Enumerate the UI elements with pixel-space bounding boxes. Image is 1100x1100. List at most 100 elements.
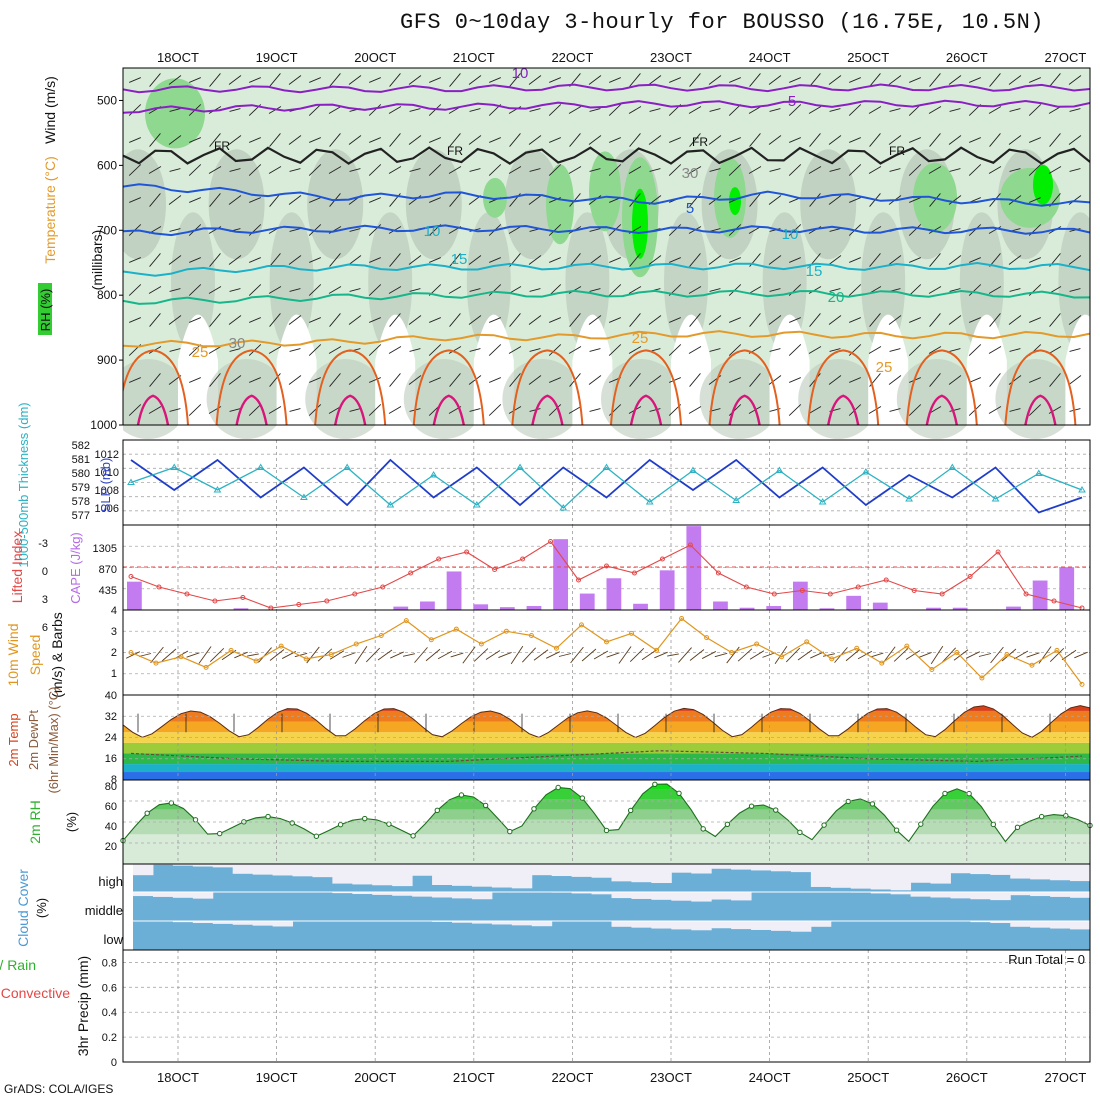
- rh2m-marker: [773, 807, 779, 813]
- rh-legend-swatch: [38, 283, 52, 335]
- rh-gray-patch: [208, 149, 265, 260]
- wind-barb: [388, 406, 402, 414]
- li-marker: [128, 574, 134, 579]
- wind-barb: [588, 75, 602, 85]
- wind-barb: [808, 166, 822, 174]
- wind-barb: [468, 315, 482, 325]
- date-label-bottom: 27OCT: [1044, 1070, 1086, 1085]
- wind-barb: [349, 288, 361, 292]
- li-line: [130, 540, 1083, 609]
- cloud-gap: [671, 892, 692, 901]
- wind-barb: [402, 653, 416, 657]
- wind-barb: [229, 408, 241, 412]
- wind-speed-marker: [153, 660, 159, 666]
- wind-barb: [797, 649, 813, 661]
- wind-speed-marker: [128, 650, 134, 655]
- wind-barb: [989, 133, 1001, 147]
- li-tick-label: 6: [42, 622, 48, 634]
- wind-barb: [829, 228, 841, 232]
- dewpoint-line: [130, 750, 1083, 763]
- cloud-gap: [412, 864, 433, 876]
- rh2m-marker: [724, 821, 731, 827]
- date-label-top: 20OCT: [354, 50, 396, 65]
- wind-barb: [988, 346, 1002, 354]
- thickness-tick-label: 580: [72, 468, 90, 480]
- wind-barb: [648, 255, 662, 265]
- wind-barb: [989, 73, 1001, 87]
- wind-barb: [688, 166, 702, 174]
- wind-barb: [329, 313, 341, 327]
- cape-bar: [446, 571, 462, 610]
- wind-barb: [169, 348, 181, 352]
- temperature-contours: [123, 83, 1090, 426]
- cloud-gap: [212, 921, 234, 924]
- cloud-gap: [611, 921, 632, 927]
- rh-gray-patch: [959, 212, 1004, 353]
- cape-bar: [1059, 567, 1075, 610]
- wind-barb: [942, 647, 956, 663]
- rh2m-marker: [144, 810, 150, 816]
- wind-barb: [1009, 288, 1021, 292]
- li-marker: [771, 591, 777, 597]
- wind-barb: [667, 653, 679, 657]
- wind-barb: [533, 649, 549, 661]
- wind-speed-marker: [528, 633, 534, 638]
- wind-barb: [749, 650, 765, 660]
- wind-barb: [429, 377, 441, 383]
- rh2m-marker: [918, 821, 924, 827]
- wind-barb: [608, 284, 622, 296]
- cloud-gap: [133, 864, 154, 876]
- wind-speed-marker: [654, 647, 660, 653]
- wind-barb: [388, 106, 402, 114]
- wind-barb: [188, 164, 202, 176]
- wind-barb: [989, 313, 1001, 327]
- wind-barb: [269, 193, 281, 207]
- wind-barb: [249, 137, 261, 143]
- wind-barb: [762, 652, 776, 658]
- rh-saturated-patch: [1033, 164, 1053, 205]
- thickness-marker: [602, 463, 611, 470]
- wind-barb: [469, 168, 481, 172]
- temp-tick-label: 40: [105, 690, 117, 702]
- rh-gray-patch: [171, 212, 215, 353]
- wind-barb: [908, 404, 922, 416]
- wind-barb: [348, 255, 362, 265]
- wind-barb: [928, 166, 942, 174]
- wind-barb: [186, 652, 200, 658]
- wind-barb: [288, 315, 302, 325]
- precip-tick-label: 0.6: [102, 982, 117, 994]
- ylabel-lifted-index: Lifted Index: [9, 531, 25, 603]
- wind-barb: [488, 164, 502, 176]
- wind-barb: [828, 135, 842, 145]
- rh2m-marker: [942, 790, 948, 797]
- wind-barb: [810, 651, 824, 659]
- wind-barb: [328, 106, 342, 114]
- wind-barb: [389, 373, 401, 387]
- wind-barb: [649, 408, 661, 412]
- wind-barb: [988, 226, 1002, 234]
- wind-barb: [1026, 652, 1040, 658]
- contour-loop-35: [1024, 394, 1057, 426]
- wind-barb: [429, 317, 441, 323]
- wind-barb: [489, 377, 501, 383]
- wind-barb: [629, 73, 641, 87]
- wind-barb: [928, 286, 942, 294]
- cloud-gap: [571, 892, 593, 894]
- wind-barb: [329, 253, 341, 267]
- wind-barb: [342, 652, 356, 658]
- rh2m-marker: [192, 817, 199, 823]
- cloud-gap: [990, 864, 1011, 875]
- wind-barb: [689, 649, 705, 661]
- wind-barb: [870, 652, 884, 658]
- wind-barb: [689, 373, 701, 387]
- cloud-gap: [511, 921, 533, 926]
- cape-bar: [792, 581, 808, 610]
- wind-barb: [569, 313, 581, 327]
- wind-barb: [709, 348, 721, 352]
- slp-line: [130, 458, 1083, 514]
- wind-barb: [508, 226, 522, 234]
- wind-barb: [449, 373, 461, 387]
- wind-barb: [768, 195, 782, 205]
- cloud-gap: [1050, 892, 1071, 897]
- wind-barb: [249, 197, 261, 203]
